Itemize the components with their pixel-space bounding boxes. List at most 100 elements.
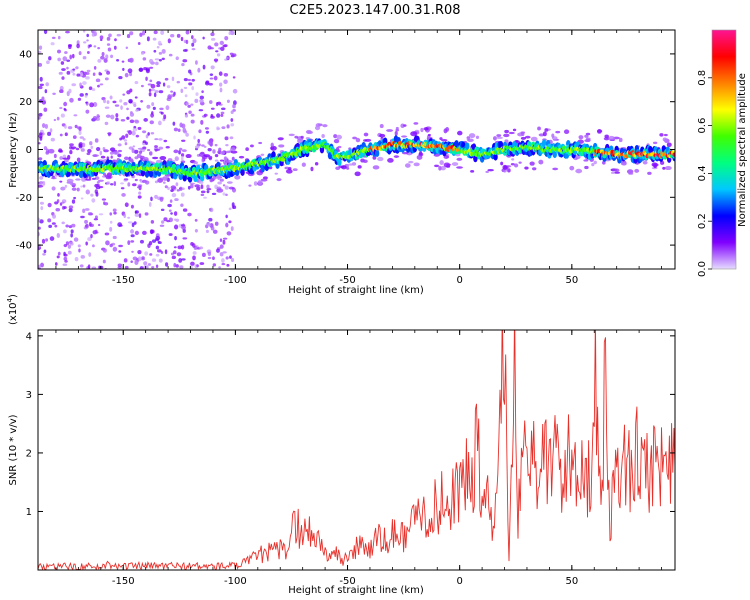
heatmap-halo-cell bbox=[413, 162, 420, 167]
heatmap-halo-cell bbox=[294, 135, 299, 139]
heatmap-noise-cell bbox=[212, 229, 218, 234]
heatmap-halo-cell bbox=[208, 155, 213, 160]
heatmap-noise-cell bbox=[209, 77, 214, 80]
heatmap-noise-cell bbox=[141, 257, 145, 261]
heatmap-noise-cell bbox=[74, 124, 78, 129]
heatmap-noise-cell bbox=[180, 192, 185, 197]
heatmap-noise-cell bbox=[159, 107, 164, 111]
heatmap-noise-cell bbox=[224, 136, 229, 141]
heatmap-noise-cell bbox=[170, 212, 173, 215]
heatmap-halo-cell bbox=[377, 156, 384, 162]
heatmap-noise-cell bbox=[38, 62, 43, 67]
heatmap-noise-cell bbox=[193, 135, 196, 140]
heatmap-halo-cell bbox=[403, 124, 407, 127]
heatmap-noise-cell bbox=[132, 128, 138, 132]
heatmap-noise-cell bbox=[145, 76, 148, 81]
heatmap-noise-cell bbox=[191, 86, 195, 91]
heatmap-halo-cell bbox=[336, 134, 343, 140]
heatmap-noise-cell bbox=[212, 149, 216, 154]
heatmap-noise-cell bbox=[195, 60, 198, 65]
heatmap-noise-cell bbox=[131, 250, 134, 253]
heatmap-noise-cell bbox=[95, 191, 99, 197]
heatmap-noise-cell bbox=[228, 220, 232, 224]
heatmap-halo-cell bbox=[60, 186, 66, 191]
heatmap-halo-cell bbox=[652, 141, 658, 145]
heatmap-noise-cell bbox=[114, 38, 117, 42]
heatmap-noise-cell bbox=[64, 260, 68, 263]
heatmap-noise-cell bbox=[223, 72, 229, 77]
heatmap-halo-cell bbox=[333, 139, 340, 144]
heatmap-noise-cell bbox=[177, 128, 181, 133]
heatmap-halo-cell bbox=[69, 149, 73, 155]
heatmap-noise-cell bbox=[147, 132, 150, 136]
heatmap-noise-cell bbox=[82, 208, 86, 214]
heatmap-noise-cell bbox=[68, 88, 72, 94]
heatmap-noise-cell bbox=[213, 75, 218, 81]
heatmap-noise-cell bbox=[222, 239, 226, 245]
heatmap-noise-cell bbox=[54, 262, 58, 266]
heatmap-noise-cell bbox=[214, 42, 219, 47]
heatmap-noise-cell bbox=[66, 59, 71, 62]
heatmap-noise-cell bbox=[210, 37, 216, 41]
heatmap-halo-cell bbox=[81, 177, 87, 182]
heatmap-noise-cell bbox=[191, 47, 196, 51]
heatmap-noise-cell bbox=[38, 50, 42, 54]
heatmap-halo-cell bbox=[591, 163, 595, 167]
heatmap-halo-cell bbox=[226, 150, 231, 154]
heatmap-halo-cell bbox=[75, 178, 81, 181]
heatmap-halo-cell bbox=[362, 159, 368, 163]
heatmap-noise-cell bbox=[148, 201, 152, 207]
heatmap-halo-cell bbox=[278, 144, 285, 148]
heatmap-halo-cell bbox=[413, 122, 419, 125]
heatmap-noise-cell bbox=[149, 66, 154, 69]
heatmap-noise-cell bbox=[84, 224, 88, 228]
heatmap-noise-cell bbox=[198, 109, 204, 112]
heatmap-noise-cell bbox=[38, 243, 42, 248]
heatmap-noise-cell bbox=[106, 43, 111, 46]
heatmap-noise-cell bbox=[230, 226, 234, 232]
heatmap-halo-cell bbox=[520, 136, 527, 140]
heatmap-halo-cell bbox=[149, 151, 153, 156]
heatmap-halo-cell bbox=[485, 170, 489, 174]
heatmap-noise-cell bbox=[82, 184, 86, 188]
heatmap-noise-cell bbox=[39, 201, 44, 205]
heatmap-halo-cell bbox=[628, 172, 634, 175]
heatmap-halo-cell bbox=[219, 159, 225, 162]
heatmap-noise-cell bbox=[197, 67, 201, 73]
heatmap-noise-cell bbox=[216, 53, 221, 57]
heatmap-noise-cell bbox=[88, 221, 92, 227]
heatmap-noise-cell bbox=[121, 135, 126, 140]
snr-y-multiplier-base: (x10 bbox=[8, 302, 19, 325]
heatmap-noise-cell bbox=[126, 34, 131, 39]
heatmap-noise-cell bbox=[80, 215, 85, 219]
heatmap-noise-cell bbox=[144, 251, 148, 256]
heatmap-noise-cell bbox=[173, 127, 179, 132]
heatmap-halo-cell bbox=[443, 128, 448, 134]
heatmap-noise-cell bbox=[170, 90, 174, 93]
heatmap-noise-cell bbox=[43, 249, 47, 254]
heatmap-noise-cell bbox=[52, 92, 56, 95]
heatmap-noise-cell bbox=[229, 136, 234, 140]
heatmap-halo-cell bbox=[85, 178, 92, 181]
heatmap-noise-cell bbox=[206, 184, 210, 189]
heatmap-noise-cell bbox=[192, 255, 196, 261]
spectrogram-x-tick-label: -50 bbox=[339, 275, 355, 286]
heatmap-halo-cell bbox=[144, 180, 150, 185]
heatmap-noise-cell bbox=[225, 193, 228, 196]
heatmap-noise-cell bbox=[45, 82, 50, 87]
heatmap-noise-cell bbox=[167, 203, 172, 208]
heatmap-halo-cell bbox=[416, 154, 423, 160]
heatmap-noise-cell bbox=[212, 263, 217, 267]
heatmap-halo-cell bbox=[502, 164, 508, 170]
heatmap-noise-cell bbox=[142, 57, 147, 61]
heatmap-noise-cell bbox=[56, 199, 60, 203]
heatmap-halo-cell bbox=[230, 147, 236, 152]
heatmap-halo-cell bbox=[504, 129, 509, 134]
heatmap-noise-cell bbox=[103, 58, 108, 63]
snr-x-ticks: -150 -100 -50 0 50 bbox=[55, 330, 662, 587]
heatmap-halo-cell bbox=[457, 130, 463, 136]
heatmap-noise-cell bbox=[154, 90, 159, 93]
heatmap-noise-cell bbox=[124, 265, 129, 269]
snr-frame bbox=[37, 329, 676, 571]
heatmap-halo-cell bbox=[584, 134, 589, 138]
